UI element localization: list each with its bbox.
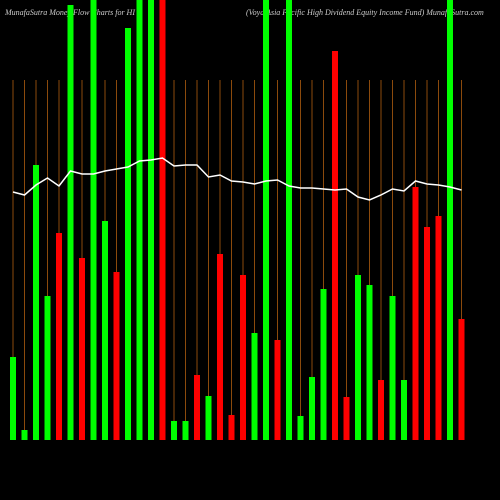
- bar: [205, 396, 212, 440]
- bar: [44, 296, 51, 440]
- bar: [401, 380, 407, 440]
- bar: [251, 333, 258, 440]
- chart-subtitle: (Voya Asia Pacific High Dividend Equity …: [246, 8, 484, 17]
- bar: [217, 254, 223, 440]
- bar: [136, 0, 143, 440]
- bar: [389, 296, 396, 440]
- bar: [320, 289, 327, 440]
- bar: [79, 258, 85, 440]
- bar: [332, 51, 338, 440]
- bar: [355, 275, 361, 440]
- bar: [148, 0, 154, 440]
- bar: [125, 28, 131, 440]
- bar: [343, 397, 350, 440]
- bar: [286, 0, 292, 440]
- bar: [240, 275, 246, 440]
- bar: [297, 416, 304, 440]
- bar: [113, 272, 120, 440]
- bar: [67, 5, 74, 440]
- bar: [447, 0, 453, 440]
- bar: [159, 0, 166, 440]
- bar: [171, 421, 177, 440]
- bar: [309, 377, 315, 440]
- money-flow-line: [12, 157, 462, 201]
- bar: [33, 165, 39, 440]
- bar: [228, 415, 235, 440]
- bar: [21, 430, 28, 440]
- bar: [378, 380, 384, 440]
- bar: [435, 216, 442, 440]
- bar: [458, 319, 465, 440]
- bar: [182, 421, 189, 440]
- bar: [194, 375, 200, 440]
- bar: [366, 285, 373, 440]
- bar: [263, 0, 269, 440]
- bar: [90, 0, 97, 440]
- bar: [10, 357, 16, 440]
- bar: [102, 221, 108, 440]
- bar: [56, 233, 62, 440]
- bar: [412, 187, 419, 440]
- bar: [424, 227, 430, 440]
- bar: [274, 340, 281, 440]
